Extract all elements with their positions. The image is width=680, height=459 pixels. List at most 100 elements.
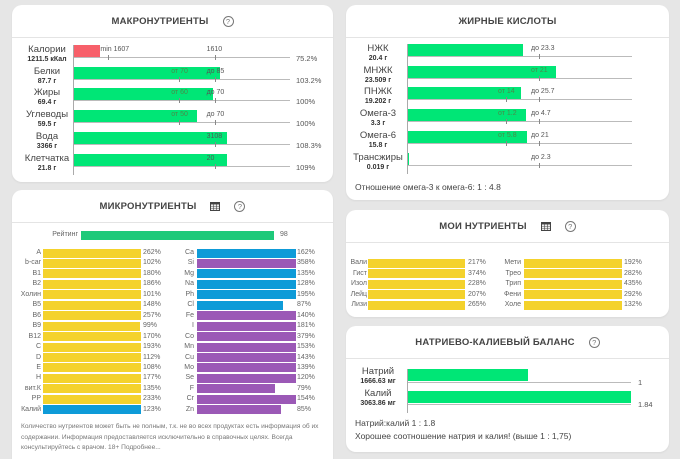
high-marker-label: до 70 [206,89,225,97]
micronutrient-percent: 85% [297,405,312,413]
micronutrients-header: МИКРОНУТРИЕНТЫ ? [12,190,333,223]
question-circle-icon[interactable]: ? [588,336,600,348]
micronutrient-name: Холин [20,290,41,298]
micronutrient-bar [197,394,296,404]
nutrient-bar [73,66,220,79]
high-tick [214,98,216,104]
micronutrient-percent: 186% [143,280,161,288]
nutrient-name: Омега-6 [359,129,397,141]
nutrient-amount: 21.8 г [37,164,57,172]
high-marker-label: до 85 [206,67,225,75]
low-marker-label: от 14 [498,88,515,96]
micronutrient-row: Cu 143% [12,353,333,363]
micronutrient-row: A 262% [12,248,333,258]
nutrient-bar [407,109,526,122]
micronutrient-row: Na 128% [12,279,333,289]
question-circle-icon[interactable]: ? [222,15,234,27]
question-circle-icon[interactable]: ? [234,200,246,212]
fatty-acids-title: ЖИРНЫЕ КИСЛОТЫ [458,15,557,27]
question-circle-icon[interactable]: ? [564,220,576,232]
micronutrient-name: F [189,384,194,392]
micronutrient-name: Cu [185,353,194,361]
chart-baseline [407,44,408,175]
high-tick [539,54,540,59]
low-tick [179,76,181,82]
chart-baseline [73,45,74,176]
micronutrient-bar [197,353,296,362]
micronutrient-name: B5 [32,301,41,309]
percent-label: 108.3% [296,140,322,150]
nutrient-name: Белки [33,65,61,77]
micronutrient-row: Cl 87% [12,300,333,310]
my-nutrient-bar [524,279,622,289]
balance-amount: 1666.63 мг [360,378,396,385]
micronutrient-row: Mg 135% [12,269,333,279]
micronutrient-row: C 193% [12,342,333,352]
high-marker-label: 3108 [206,132,223,140]
nutrient-bar [407,87,521,100]
micronutrient-name: A [36,249,41,256]
low-marker-label: от 5.8 [498,131,517,139]
my-nutrient-percent: 228% [468,280,486,288]
micronutrient-bar [43,279,141,289]
nutrient-name: Углеводы [25,109,69,121]
micronutrient-bar [43,373,141,383]
micronutrient-bar [197,332,296,342]
low-marker-label: min 1607 [100,46,130,53]
nutrient-row: Омега-3 3.3 г от 1.2 до 4.7 [346,108,669,129]
nutrient-name: Жиры [33,87,61,99]
micronutrient-bar [197,279,296,289]
nutrient-bar [407,130,528,143]
micronutrient-percent: 177% [143,374,161,382]
low-marker-label: от 21 [531,66,548,74]
my-nutrient-percent: 282% [624,269,642,277]
my-nutrient-row: Изол 228% [346,279,669,289]
micronutrient-percent: 193% [143,343,161,351]
micronutrient-name: Se [185,374,194,382]
micronutrient-name: Mo [184,363,194,371]
nutrient-label: Трансжиры 0.019 г [347,151,409,172]
micronutrient-percent: 195% [297,290,315,298]
nutrient-row: Белки 87.7 г от 70 до 85 103.2% [12,66,333,87]
fatty-acids-panel: ЖИРНЫЕ КИСЛОТЫ НЖК 20.4 г до 23.3 МНЖК 23.50… [346,5,669,200]
nutrient-bar [73,153,227,166]
high-marker-label: 20 [206,154,215,162]
micronutrient-percent: 112% [143,353,161,361]
nutrient-name: Трансжиры [353,151,403,163]
nutrient-amount: 23.509 г [364,76,392,84]
micronutrient-bar [43,290,141,300]
micronutrient-percent: 153% [297,343,315,351]
micronutrient-row: Si 358% [12,258,333,268]
low-marker-label: от 60 [171,89,188,97]
nutrient-row: Трансжиры 0.019 г до 2.3 [346,152,669,173]
micronutrient-percent: 358% [297,259,315,267]
my-nutrient-row: Лейц 207% [346,290,669,300]
micronutrient-percent: 262% [143,249,161,256]
nutrient-label: Вода 3366 г [16,131,78,151]
high-tick [214,76,216,82]
nutrient-name: Калории [28,44,66,55]
micronutrient-percent: 139% [297,363,315,371]
nutrient-amount: 0.019 г [366,163,390,171]
micronutrient-bar [197,248,296,258]
range-axis [73,143,290,145]
fatty-acids-header: ЖИРНЫЕ КИСЛОТЫ [346,5,669,38]
table-icon[interactable] [540,221,551,231]
micronutrients-title: МИКРОНУТРИЕНТЫ [99,200,197,212]
sodium-potassium-header: НАТРИЕВО-КАЛИЕВЫЙ БАЛАНС ? [346,326,669,359]
macronutrients-header: МАКРОНУТРИЕНТЫ ? [12,5,333,38]
micronutrient-row: E 108% [12,363,333,373]
rating-value: 98 [280,231,288,238]
my-nutrient-bar [524,269,622,279]
micronutrient-row: Fe 140% [12,311,333,321]
nutrient-bar [407,65,556,78]
sodium-potassium-ratio: Натрий:калий 1 : 1.8 [355,418,436,428]
micronutrient-row: D 112% [12,353,333,363]
balance-end-label: 1 [638,378,643,387]
nutrient-label: Клетчатка 21.8 г [16,153,78,173]
table-icon[interactable] [210,201,221,211]
micronutrient-row: Ca 162% [12,248,333,258]
micronutrient-percent: 102% [143,259,161,267]
micronutrient-bar [197,373,296,383]
nutrient-row: Омега-6 15.8 г от 5.8 до 21 [346,130,669,151]
